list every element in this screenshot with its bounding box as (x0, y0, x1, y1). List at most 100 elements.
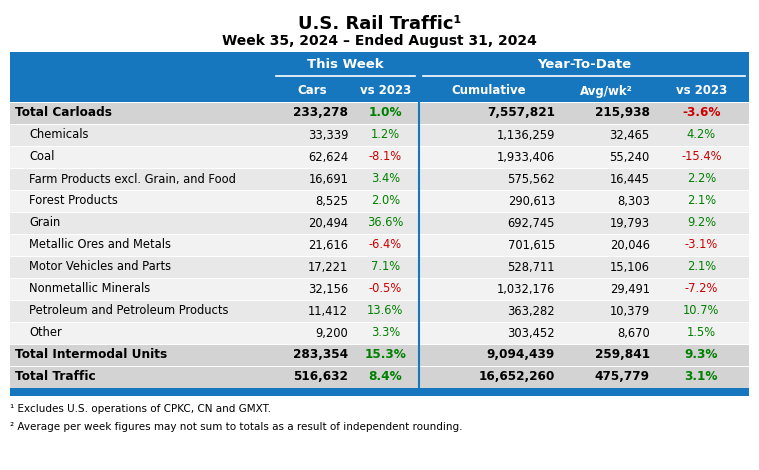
Bar (10, 278, 749, 300)
Bar (10, 300, 749, 322)
Text: 11,412: 11,412 (308, 305, 348, 318)
Text: 32,156: 32,156 (308, 282, 348, 296)
Bar (10, 190, 749, 212)
Text: Coal: Coal (29, 150, 55, 164)
Text: 8,525: 8,525 (315, 195, 348, 207)
Text: Metallic Ores and Metals: Metallic Ores and Metals (29, 238, 171, 251)
Text: -7.2%: -7.2% (685, 282, 718, 296)
Text: 15.3%: 15.3% (364, 348, 406, 361)
Text: 29,491: 29,491 (609, 282, 650, 296)
Text: 283,354: 283,354 (293, 348, 348, 361)
Bar (10, 344, 749, 366)
Text: Week 35, 2024 – Ended August 31, 2024: Week 35, 2024 – Ended August 31, 2024 (222, 34, 537, 48)
Text: 303,452: 303,452 (508, 327, 555, 339)
Text: 16,445: 16,445 (609, 172, 650, 186)
Text: 20,046: 20,046 (609, 238, 650, 251)
Text: 575,562: 575,562 (507, 172, 555, 186)
Bar (10, 168, 749, 190)
Text: 363,282: 363,282 (508, 305, 555, 318)
Bar (10, 322, 749, 344)
Text: Farm Products excl. Grain, and Food: Farm Products excl. Grain, and Food (29, 172, 236, 186)
Text: 233,278: 233,278 (293, 107, 348, 119)
Bar (10, 124, 749, 146)
Text: Cumulative: Cumulative (452, 85, 526, 97)
Text: 2.2%: 2.2% (687, 172, 716, 186)
Text: Total Carloads: Total Carloads (15, 107, 112, 119)
Text: 9,200: 9,200 (316, 327, 348, 339)
Text: 8,670: 8,670 (617, 327, 650, 339)
Bar (10, 212, 749, 234)
Text: 259,841: 259,841 (594, 348, 650, 361)
Text: 21,616: 21,616 (308, 238, 348, 251)
Text: 17,221: 17,221 (308, 260, 348, 274)
Text: 7,557,821: 7,557,821 (487, 107, 555, 119)
Text: -3.6%: -3.6% (682, 107, 720, 119)
Text: 15,106: 15,106 (609, 260, 650, 274)
Text: 55,240: 55,240 (609, 150, 650, 164)
Text: 1,136,259: 1,136,259 (496, 128, 555, 141)
Text: 516,632: 516,632 (293, 370, 348, 384)
Text: -15.4%: -15.4% (681, 150, 722, 164)
Text: Other: Other (29, 327, 61, 339)
Text: 2.1%: 2.1% (687, 195, 716, 207)
Text: 3.1%: 3.1% (685, 370, 718, 384)
Text: vs 2023: vs 2023 (360, 85, 411, 97)
Text: 20,494: 20,494 (308, 217, 348, 229)
Text: ¹ Excludes U.S. operations of CPKC, CN and GMXT.: ¹ Excludes U.S. operations of CPKC, CN a… (10, 404, 271, 414)
Text: Total Intermodal Units: Total Intermodal Units (15, 348, 167, 361)
Text: 8,303: 8,303 (617, 195, 650, 207)
Text: 9.2%: 9.2% (687, 217, 716, 229)
Text: 7.1%: 7.1% (371, 260, 400, 274)
Text: -0.5%: -0.5% (369, 282, 402, 296)
Text: 2.0%: 2.0% (371, 195, 400, 207)
Text: 32,465: 32,465 (609, 128, 650, 141)
Bar (10, 256, 749, 278)
Text: Total Traffic: Total Traffic (15, 370, 96, 384)
Text: Nonmetallic Minerals: Nonmetallic Minerals (29, 282, 150, 296)
Text: 475,779: 475,779 (594, 370, 650, 384)
Bar (10, 146, 749, 168)
Text: 1.0%: 1.0% (369, 107, 402, 119)
Text: -6.4%: -6.4% (369, 238, 402, 251)
Text: 36.6%: 36.6% (367, 217, 404, 229)
Text: 33,339: 33,339 (308, 128, 348, 141)
Text: 19,793: 19,793 (609, 217, 650, 229)
Text: Avg/wk²: Avg/wk² (580, 85, 633, 97)
Text: 3.3%: 3.3% (371, 327, 400, 339)
Text: 13.6%: 13.6% (367, 305, 404, 318)
Text: 2.1%: 2.1% (687, 260, 716, 274)
Text: 1,032,176: 1,032,176 (496, 282, 555, 296)
Text: 215,938: 215,938 (594, 107, 650, 119)
Text: 10,379: 10,379 (609, 305, 650, 318)
Text: 8.4%: 8.4% (369, 370, 402, 384)
Text: Year-To-Date: Year-To-Date (537, 58, 631, 71)
Bar (10, 80, 749, 102)
Bar (10, 234, 749, 256)
Text: Grain: Grain (29, 217, 60, 229)
Text: 10.7%: 10.7% (683, 305, 720, 318)
Bar (10, 52, 749, 80)
Text: Motor Vehicles and Parts: Motor Vehicles and Parts (29, 260, 171, 274)
Text: This Week: This Week (307, 58, 384, 71)
Text: 701,615: 701,615 (508, 238, 555, 251)
Bar (10, 102, 749, 124)
Text: Cars: Cars (298, 85, 327, 97)
Text: 692,745: 692,745 (508, 217, 555, 229)
Bar (10, 388, 749, 396)
Text: Chemicals: Chemicals (29, 128, 89, 141)
Text: 9.3%: 9.3% (685, 348, 718, 361)
Text: U.S. Rail Traffic¹: U.S. Rail Traffic¹ (298, 15, 461, 33)
Text: vs 2023: vs 2023 (676, 85, 727, 97)
Text: 1.5%: 1.5% (687, 327, 716, 339)
Text: 16,691: 16,691 (308, 172, 348, 186)
Text: Forest Products: Forest Products (29, 195, 118, 207)
Text: -8.1%: -8.1% (369, 150, 402, 164)
Text: 16,652,260: 16,652,260 (479, 370, 555, 384)
Text: 3.4%: 3.4% (371, 172, 400, 186)
Text: 9,094,439: 9,094,439 (487, 348, 555, 361)
Bar (10, 366, 749, 388)
Text: -3.1%: -3.1% (685, 238, 718, 251)
Text: 290,613: 290,613 (508, 195, 555, 207)
Text: 1.2%: 1.2% (371, 128, 400, 141)
Text: 528,711: 528,711 (508, 260, 555, 274)
